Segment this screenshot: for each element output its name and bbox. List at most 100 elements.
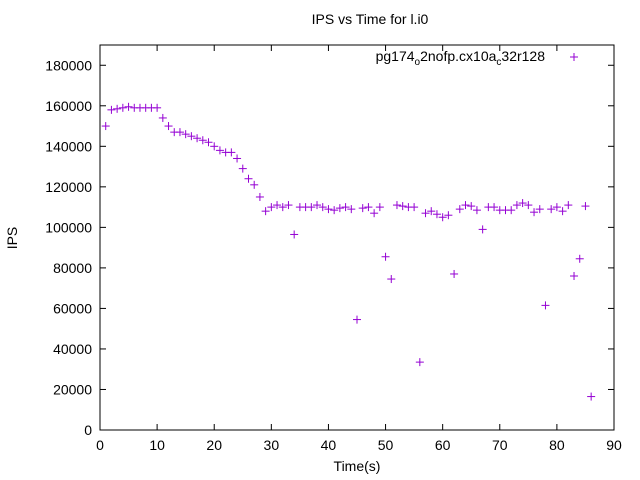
data-point bbox=[564, 201, 573, 210]
data-point bbox=[330, 206, 339, 215]
data-point bbox=[530, 208, 539, 217]
data-point bbox=[472, 206, 481, 215]
data-point bbox=[450, 269, 459, 278]
data-point bbox=[364, 203, 373, 212]
data-point bbox=[347, 205, 356, 214]
data-point bbox=[153, 103, 162, 112]
data-point bbox=[335, 204, 344, 213]
data-point bbox=[233, 154, 242, 163]
data-point bbox=[570, 272, 579, 280]
data-point bbox=[387, 275, 396, 284]
data-point bbox=[318, 203, 327, 212]
data-point bbox=[370, 209, 379, 218]
legend-text-part: pg174 bbox=[376, 48, 415, 64]
data-point bbox=[461, 201, 470, 210]
data-point bbox=[244, 174, 253, 183]
data-point bbox=[118, 103, 127, 112]
data-point bbox=[284, 201, 293, 210]
data-point bbox=[198, 136, 207, 145]
legend-subscript: o bbox=[415, 57, 421, 68]
data-point bbox=[273, 201, 282, 210]
data-point bbox=[490, 203, 499, 212]
data-point bbox=[575, 254, 584, 263]
data-point bbox=[227, 148, 236, 157]
x-tick-label: 50 bbox=[378, 437, 394, 453]
data-point bbox=[392, 201, 401, 210]
y-tick-label: 60000 bbox=[53, 300, 92, 316]
y-tick-label: 100000 bbox=[45, 219, 92, 235]
data-point bbox=[427, 207, 436, 216]
data-point bbox=[358, 204, 367, 213]
data-point bbox=[552, 203, 561, 212]
legend-text-part: 32r128 bbox=[501, 48, 545, 64]
legend-plus-marker bbox=[570, 53, 578, 61]
data-point bbox=[558, 207, 567, 216]
data-point bbox=[341, 203, 350, 212]
x-tick-label: 10 bbox=[149, 437, 165, 453]
x-axis-label: Time(s) bbox=[334, 458, 381, 474]
data-point bbox=[581, 202, 590, 211]
legend: pg174o2nofp.cx10ac32r128 bbox=[376, 48, 578, 68]
data-point bbox=[415, 358, 424, 367]
x-tick-label: 20 bbox=[206, 437, 222, 453]
data-point bbox=[512, 201, 521, 210]
x-tick-label: 0 bbox=[96, 437, 104, 453]
data-point bbox=[124, 102, 133, 111]
data-point bbox=[255, 192, 264, 201]
data-point bbox=[193, 134, 202, 143]
legend-text-part: 2nofp.cx10a bbox=[420, 48, 496, 64]
chart-title: IPS vs Time for l.i0 bbox=[312, 11, 429, 27]
data-point bbox=[438, 213, 447, 222]
y-tick-label: 140000 bbox=[45, 138, 92, 154]
data-point bbox=[113, 104, 122, 113]
x-tick-label: 80 bbox=[549, 437, 565, 453]
y-tick-label: 180000 bbox=[45, 57, 92, 73]
data-point bbox=[587, 392, 596, 401]
data-point bbox=[541, 301, 550, 310]
data-point bbox=[261, 207, 270, 216]
data-point bbox=[210, 142, 219, 151]
y-tick-label: 40000 bbox=[53, 341, 92, 357]
data-point bbox=[187, 132, 196, 141]
y-tick-label: 20000 bbox=[53, 381, 92, 397]
legend-label: pg174o2nofp.cx10ac32r128 bbox=[376, 48, 546, 68]
legend-subscript: c bbox=[496, 57, 501, 68]
data-point bbox=[250, 180, 259, 189]
data-points bbox=[101, 102, 596, 401]
y-tick-label: 80000 bbox=[53, 260, 92, 276]
data-point bbox=[290, 230, 299, 239]
y-tick-label: 120000 bbox=[45, 179, 92, 195]
data-point bbox=[164, 122, 173, 131]
y-tick-label: 160000 bbox=[45, 98, 92, 114]
data-point bbox=[381, 252, 390, 261]
data-point bbox=[507, 206, 516, 215]
data-point bbox=[101, 122, 110, 131]
data-point bbox=[313, 201, 322, 210]
data-point bbox=[444, 211, 453, 220]
data-point bbox=[524, 201, 533, 210]
data-point bbox=[175, 128, 184, 137]
data-point bbox=[107, 105, 116, 114]
data-point bbox=[518, 199, 527, 208]
data-point bbox=[398, 202, 407, 211]
data-point bbox=[535, 205, 544, 214]
data-point bbox=[478, 225, 487, 234]
data-point bbox=[278, 203, 287, 212]
data-point bbox=[410, 203, 419, 212]
legend-marker bbox=[570, 53, 578, 61]
x-tick-label: 90 bbox=[606, 437, 622, 453]
data-point bbox=[324, 205, 333, 214]
data-point bbox=[238, 164, 247, 173]
y-tick-label: 0 bbox=[84, 422, 92, 438]
y-axis-label: IPS bbox=[4, 227, 20, 250]
plot-frame bbox=[99, 44, 615, 431]
data-point bbox=[432, 210, 441, 219]
data-point bbox=[455, 205, 464, 214]
data-point bbox=[215, 146, 224, 155]
data-point bbox=[547, 205, 556, 214]
data-point bbox=[158, 113, 167, 122]
axis-tick-labels: 0 10 20 30 40 50 60 70 80 90 0 20000 40000 60000 80000… bbox=[45, 57, 622, 453]
x-tick-label: 60 bbox=[435, 437, 451, 453]
